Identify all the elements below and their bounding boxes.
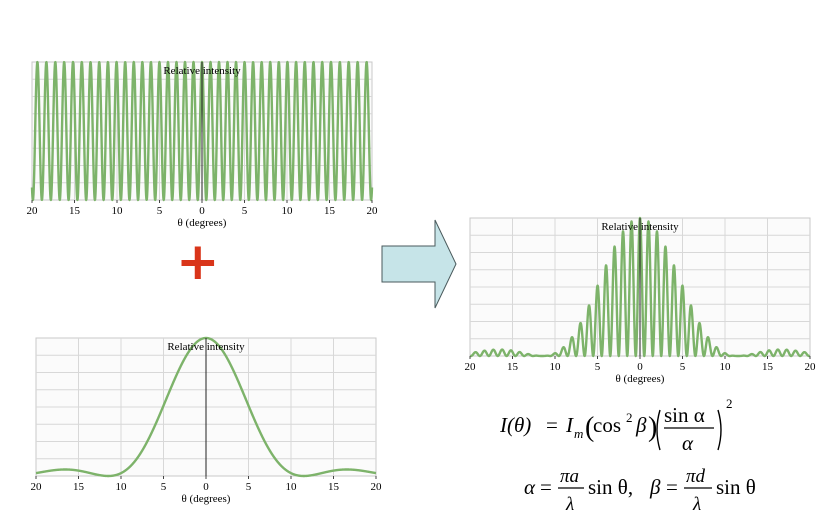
formula-paren1-open: ( (585, 412, 594, 443)
formula-paren1-close: ) (648, 412, 657, 443)
x-tick-label: 5 (161, 481, 167, 493)
chart-title: Relative intensity (167, 341, 245, 353)
x-axis-label: θ (degrees) (178, 217, 227, 229)
formula-paren2-close (717, 409, 722, 451)
formula-square: 2 (726, 396, 733, 411)
formula-beta: β (635, 413, 647, 437)
formula-sin-alpha: sin α (664, 403, 705, 427)
chart-title: Relative intensity (163, 65, 241, 77)
formula-eq: = (546, 413, 558, 437)
x-tick-label: 5 (595, 361, 601, 373)
formula-cos: cos (593, 413, 621, 437)
x-tick-label: 20 (371, 481, 383, 493)
formula-beta-def: β (649, 475, 661, 499)
x-tick-label: 5 (242, 205, 248, 217)
x-tick-label: 10 (112, 205, 124, 217)
x-tick-label: 15 (73, 481, 85, 493)
chart-title: Relative intensity (601, 221, 679, 233)
formula-pid: πd (686, 466, 706, 487)
fringes-panel: Relative intensity 20 15 10 5 0 5 10 15 20 θ (degr… (22, 58, 382, 230)
right-arrow-icon (380, 216, 460, 312)
x-tick-label: 0 (203, 481, 209, 493)
x-axis-label: θ (degrees) (182, 493, 231, 505)
formula-eq2: = (540, 475, 552, 499)
x-tick-label: 20 (367, 205, 379, 217)
x-tick-label: 5 (246, 481, 252, 493)
x-tick-label: 5 (680, 361, 686, 373)
formula-Im: I (565, 413, 574, 437)
formula-sin-theta1: sin θ, (588, 475, 633, 499)
formula-lambda2: λ (692, 494, 701, 515)
x-tick-label: 15 (507, 361, 519, 373)
x-tick-label: 10 (282, 205, 294, 217)
x-tick-label: 20 (465, 361, 477, 373)
envelope-panel: Relative intensity 20 15 10 5 0 5 10 15 20 θ (degr… (26, 334, 388, 506)
alpha-beta-formula-svg: α = πa λ sin θ, β = πd λ sin θ (524, 466, 756, 515)
x-tick-label: 10 (720, 361, 732, 373)
x-tick-label: 20 (805, 361, 817, 373)
envelope-chart: Relative intensity 20 15 10 5 0 5 10 15 20 θ (degr… (31, 336, 383, 505)
formula-I-theta: I(θ) (500, 413, 531, 437)
combined-panel: Relative intensity 20 15 10 5 0 5 10 15 20 θ (degr… (460, 214, 822, 390)
formula-m: m (574, 426, 583, 441)
x-axis-label: θ (degrees) (616, 373, 665, 385)
x-tick-label: 20 (27, 205, 39, 217)
formula-pia: πa (560, 466, 579, 487)
alpha-beta-formula: α = πa λ sin θ, β = πd λ sin θ (500, 460, 800, 518)
plus-sign: + (176, 232, 220, 292)
x-tick-label: 0 (637, 361, 643, 373)
formula-lambda1: λ (565, 494, 574, 515)
formula-paren2-open (656, 409, 661, 451)
x-tick-label: 10 (286, 481, 298, 493)
formula-alpha-def: α (524, 475, 536, 499)
intensity-formula-svg: I(θ) = I m ( cos 2 β ) sin α α 2 (499, 396, 733, 455)
combined-chart: Relative intensity 20 15 10 5 0 5 10 15 20 θ (degr… (465, 216, 817, 385)
formula-sin-theta2: sin θ (716, 475, 756, 499)
x-tick-label: 20 (31, 481, 43, 493)
x-tick-label: 15 (328, 481, 340, 493)
x-tick-label: 15 (324, 205, 336, 217)
formula-cos-exp: 2 (626, 410, 633, 425)
formula-alpha: α (682, 431, 694, 455)
x-tick-label: 0 (199, 205, 205, 217)
fringes-chart: Relative intensity 20 15 10 5 0 5 10 15 20 θ (degr… (27, 60, 379, 229)
x-tick-label: 5 (157, 205, 163, 217)
x-tick-label: 15 (762, 361, 774, 373)
x-tick-label: 15 (69, 205, 81, 217)
x-tick-label: 10 (116, 481, 128, 493)
x-tick-label: 10 (550, 361, 562, 373)
intensity-formula: I(θ) = I m ( cos 2 β ) sin α α 2 (499, 392, 800, 462)
formula-eq3: = (666, 475, 678, 499)
